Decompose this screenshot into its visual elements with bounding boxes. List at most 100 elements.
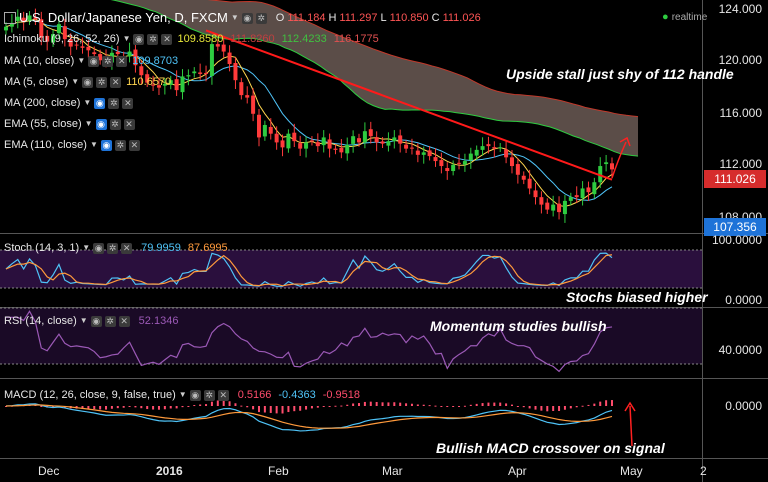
- eye-icon[interactable]: ◉: [95, 118, 107, 130]
- chevron-down-icon[interactable]: ▼: [122, 34, 131, 43]
- candle: [239, 77, 244, 100]
- close-icon[interactable]: ✕: [217, 389, 229, 401]
- macd-histogram-bar: [246, 406, 249, 408]
- candle-body: [280, 140, 285, 148]
- eye-icon[interactable]: ◉: [189, 389, 201, 401]
- indicator-label[interactable]: MA (200, close): [4, 97, 81, 109]
- candle-body: [504, 149, 509, 158]
- candle: [56, 15, 61, 39]
- candle-body: [256, 114, 261, 138]
- candle-body: [509, 157, 514, 167]
- gear-icon[interactable]: ✲: [102, 55, 114, 67]
- gear-icon[interactable]: ✲: [108, 97, 120, 109]
- ohlc-low-label: L: [380, 12, 387, 24]
- macd-histogram-bar: [5, 406, 7, 407]
- macd-histogram-bar: [216, 400, 219, 406]
- eye-icon[interactable]: ◉: [241, 12, 253, 24]
- macd-histogram-bar: [434, 405, 437, 407]
- indicator-label[interactable]: Ichimoku (9, 26, 52, 26): [4, 33, 120, 45]
- ohlc-open-label: O: [275, 12, 285, 24]
- macd-histogram-bar: [299, 406, 302, 411]
- candle: [280, 134, 285, 157]
- symbol-name[interactable]: U.S. Dollar/Japanese Yen, D, FXCM: [19, 10, 228, 25]
- chevron-down-icon[interactable]: ▼: [79, 316, 88, 325]
- candle: [398, 129, 403, 153]
- indicator-label[interactable]: MA (10, close): [4, 55, 75, 67]
- time-axis-tick: Dec: [38, 464, 60, 478]
- annotation-rsi: Momentum studies bullish: [430, 318, 607, 334]
- macd-histogram-bar: [287, 406, 290, 413]
- candle: [568, 192, 573, 206]
- chevron-down-icon[interactable]: ▼: [89, 140, 98, 149]
- chevron-down-icon[interactable]: ▼: [82, 243, 91, 252]
- indicator-label[interactable]: MA (5, close): [4, 76, 69, 88]
- gear-icon[interactable]: ✲: [203, 389, 215, 401]
- indicator-label[interactable]: EMA (110, close): [4, 139, 87, 151]
- gear-icon[interactable]: ✲: [96, 76, 108, 88]
- chevron-down-icon[interactable]: ▼: [83, 98, 92, 107]
- chevron-down-icon[interactable]: ▼: [230, 13, 239, 22]
- candle: [545, 198, 550, 214]
- stoch-legend: Stoch (14, 3, 1) ▼ ◉ ✲ ✕ 79.9959 87.6995: [4, 240, 228, 256]
- eye-icon[interactable]: ◉: [90, 315, 102, 327]
- close-icon[interactable]: ✕: [161, 33, 173, 45]
- chevron-down-icon[interactable]: ▼: [178, 390, 187, 399]
- candle: [68, 33, 73, 56]
- candle-body: [445, 168, 450, 172]
- candle: [168, 75, 173, 90]
- indicator-label[interactable]: EMA (55, close): [4, 118, 82, 130]
- price-axis-tick: 112.000: [719, 157, 763, 171]
- indicator-row: MA (200, close) ▼ ◉ ✲ ✕: [4, 95, 134, 111]
- close-icon[interactable]: ✕: [123, 118, 135, 130]
- realtime-label: realtime: [671, 12, 708, 23]
- rsi-label[interactable]: RSI (14, close): [4, 315, 77, 327]
- candle-body: [321, 137, 326, 146]
- candle-body: [527, 178, 532, 189]
- gear-icon[interactable]: ✲: [255, 12, 267, 24]
- close-icon[interactable]: ✕: [118, 315, 130, 327]
- chevron-down-icon[interactable]: ▼: [84, 119, 93, 128]
- candle-body: [351, 136, 356, 144]
- candle-body: [33, 17, 38, 20]
- ma-price-badge: 107.356: [704, 218, 766, 236]
- indicator-row: EMA (55, close) ▼ ◉ ✲ ✕: [4, 116, 135, 132]
- gear-icon[interactable]: ✲: [109, 118, 121, 130]
- candle-body: [557, 203, 562, 213]
- candle: [21, 11, 26, 31]
- macd-histogram-bar: [81, 406, 84, 409]
- candle-body: [474, 149, 479, 156]
- candle-body: [127, 51, 132, 57]
- gear-icon[interactable]: ✲: [114, 139, 126, 151]
- candle-body: [62, 26, 67, 40]
- candle-body: [251, 95, 256, 114]
- close-icon[interactable]: ✕: [116, 55, 128, 67]
- eye-icon[interactable]: ◉: [133, 33, 145, 45]
- trendline: [205, 29, 613, 181]
- macd-label[interactable]: MACD (12, 26, close, 9, false, true): [4, 389, 176, 401]
- rsi-legend: RSI (14, close) ▼ ◉ ✲ ✕ 52.1346: [4, 313, 178, 329]
- candle: [215, 39, 220, 51]
- chart-type-icon[interactable]: [4, 12, 16, 24]
- candle: [139, 60, 144, 85]
- close-icon[interactable]: ✕: [110, 76, 122, 88]
- eye-icon[interactable]: ◉: [88, 55, 100, 67]
- chevron-down-icon[interactable]: ▼: [77, 56, 86, 65]
- stoch-label[interactable]: Stoch (14, 3, 1): [4, 242, 80, 254]
- macd-histogram-bar: [152, 406, 155, 410]
- annotation-macd: Bullish MACD crossover on signal: [436, 440, 665, 456]
- gear-icon[interactable]: ✲: [147, 33, 159, 45]
- candle-body: [227, 52, 232, 64]
- candle-body: [404, 144, 409, 149]
- close-icon[interactable]: ✕: [121, 242, 133, 254]
- close-icon[interactable]: ✕: [128, 139, 140, 151]
- eye-icon[interactable]: ◉: [100, 139, 112, 151]
- close-icon[interactable]: ✕: [122, 97, 134, 109]
- eye-icon[interactable]: ◉: [94, 97, 106, 109]
- gear-icon[interactable]: ✲: [107, 242, 119, 254]
- gear-icon[interactable]: ✲: [104, 315, 116, 327]
- chevron-down-icon[interactable]: ▼: [71, 77, 80, 86]
- eye-icon[interactable]: ◉: [82, 76, 94, 88]
- candle-body: [480, 146, 485, 150]
- eye-icon[interactable]: ◉: [93, 242, 105, 254]
